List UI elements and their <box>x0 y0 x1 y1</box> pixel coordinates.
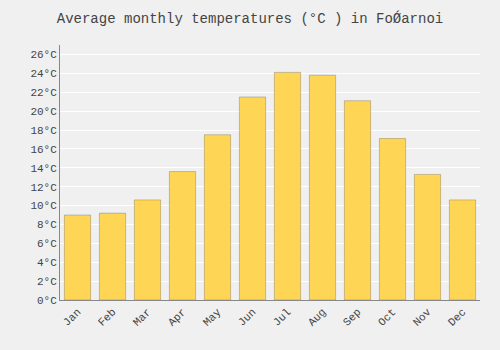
svg-text:26°C: 26°C <box>30 49 57 61</box>
svg-text:12°C: 12°C <box>30 182 57 194</box>
svg-text:Average monthly temperatures (: Average monthly temperatures (°C ) in Fo… <box>57 10 443 27</box>
svg-text:Nov: Nov <box>411 306 434 329</box>
svg-text:6°C: 6°C <box>37 238 57 250</box>
svg-text:Jul: Jul <box>271 306 293 328</box>
svg-text:Apr: Apr <box>166 306 188 328</box>
svg-text:24°C: 24°C <box>30 68 57 80</box>
svg-text:Jun: Jun <box>236 306 258 328</box>
svg-text:18°C: 18°C <box>30 125 57 137</box>
svg-text:2°C: 2°C <box>37 276 57 288</box>
svg-text:22°C: 22°C <box>30 87 57 99</box>
svg-text:Oct: Oct <box>376 306 398 328</box>
svg-text:Feb: Feb <box>96 306 118 328</box>
svg-text:Aug: Aug <box>306 306 328 328</box>
svg-text:Jan: Jan <box>61 306 83 328</box>
svg-text:8°C: 8°C <box>37 219 57 231</box>
svg-text:16°C: 16°C <box>30 144 57 156</box>
svg-text:10°C: 10°C <box>30 200 57 212</box>
svg-text:20°C: 20°C <box>30 106 57 118</box>
svg-text:0°C: 0°C <box>37 295 57 307</box>
svg-text:May: May <box>201 306 224 329</box>
svg-text:Sep: Sep <box>341 306 363 328</box>
svg-text:14°C: 14°C <box>30 163 57 175</box>
svg-text:Mar: Mar <box>131 306 153 328</box>
svg-text:4°C: 4°C <box>37 257 57 269</box>
svg-text:Dec: Dec <box>446 306 468 328</box>
